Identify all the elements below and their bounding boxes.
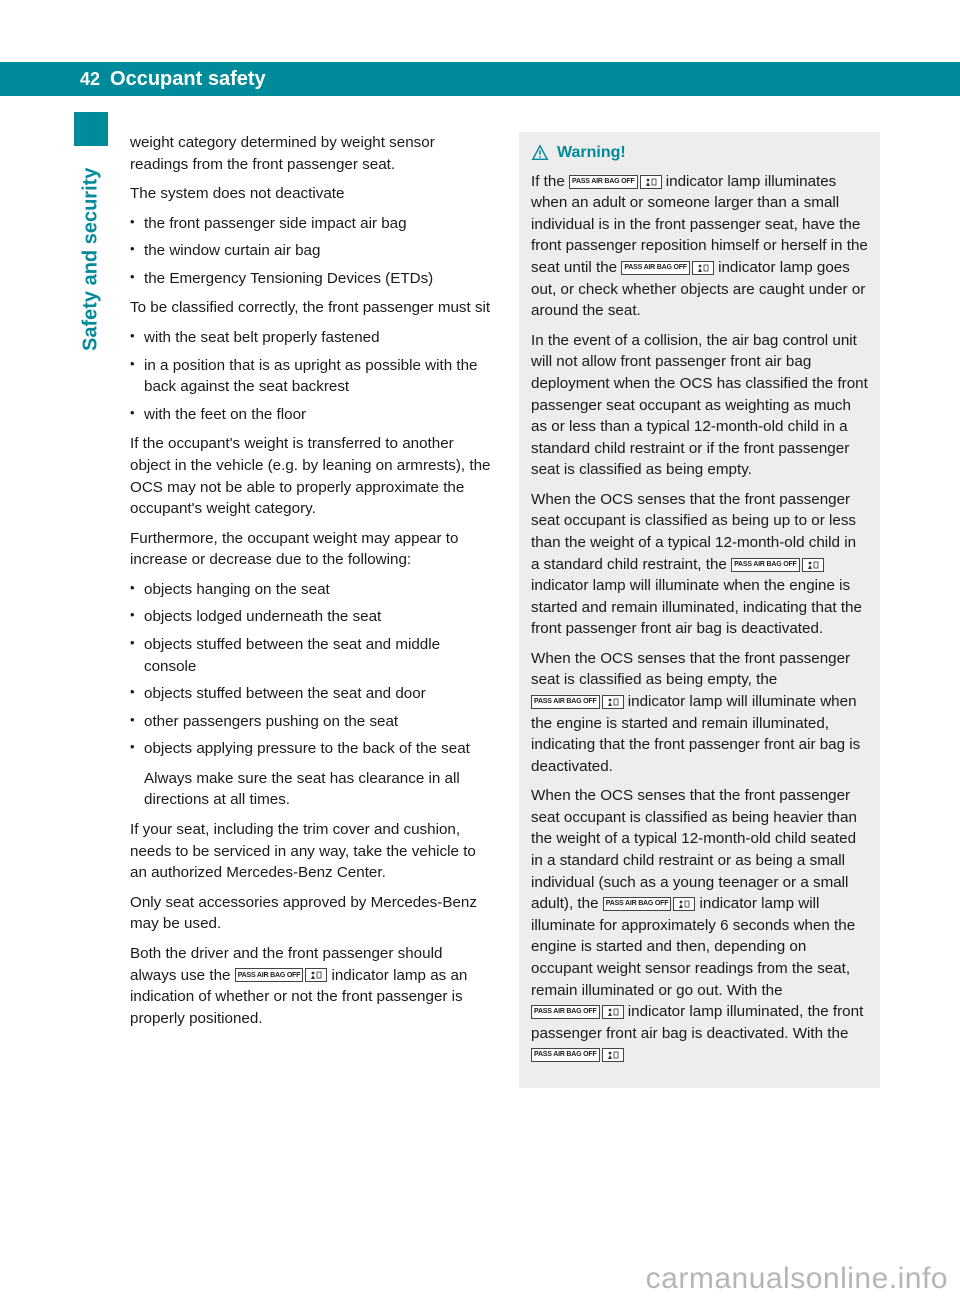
bullet-list: objects hanging on the seat objects lodg…: [130, 579, 491, 760]
pass-airbag-off-icon: PASS AIR BAG OFF: [531, 1048, 624, 1062]
list-item: in a position that is as upright as poss…: [130, 355, 491, 398]
pass-airbag-off-icon: PASS AIR BAG OFF: [569, 175, 662, 189]
body-text: If the occupant's weight is transferred …: [130, 433, 491, 519]
list-item: the front passenger side impact air bag: [130, 213, 491, 235]
main-content: weight category determined by weight sen…: [130, 132, 880, 1088]
body-text: Furthermore, the occupant weight may app…: [130, 528, 491, 571]
pass-airbag-off-icon: PASS AIR BAG OFF: [531, 695, 624, 709]
list-item: objects applying pressure to the back of…: [130, 738, 491, 760]
list-item: the window curtain air bag: [130, 240, 491, 262]
page-title: Occupant safety: [110, 68, 266, 91]
list-item: with the feet on the floor: [130, 404, 491, 426]
body-text: Only seat accessories approved by Merced…: [130, 892, 491, 935]
list-item: other passengers pushing on the seat: [130, 711, 491, 733]
warning-text: When the OCS senses that the front passe…: [531, 648, 868, 777]
body-text: Always make sure the seat has clearance …: [130, 768, 491, 811]
warning-label: Warning!: [557, 142, 626, 165]
seat-glyph-icon: [602, 1048, 624, 1062]
warning-text: If the PASS AIR BAG OFF indicator lamp i…: [531, 171, 868, 322]
seat-glyph-icon: [602, 1005, 624, 1019]
body-text: The system does not deactivate: [130, 183, 491, 205]
bullet-list: with the seat belt properly fastened in …: [130, 327, 491, 425]
list-item: the Emergency Tensioning Devices (ETDs): [130, 268, 491, 290]
left-column: weight category determined by weight sen…: [130, 132, 491, 1088]
list-item: objects stuffed between the seat and doo…: [130, 683, 491, 705]
right-column: Warning! If the PASS AIR BAG OFF indicat…: [519, 132, 880, 1088]
warning-text: In the event of a collision, the air bag…: [531, 330, 868, 481]
pass-airbag-off-icon: PASS AIR BAG OFF: [235, 968, 328, 982]
seat-glyph-icon: [640, 175, 662, 189]
side-marker: [74, 112, 108, 146]
warning-box: Warning! If the PASS AIR BAG OFF indicat…: [519, 132, 880, 1088]
list-item: objects lodged underneath the seat: [130, 606, 491, 628]
pass-airbag-off-icon: PASS AIR BAG OFF: [531, 1005, 624, 1019]
page-number: 42: [80, 69, 100, 90]
list-item: with the seat belt properly fastened: [130, 327, 491, 349]
warning-text: When the OCS senses that the front passe…: [531, 489, 868, 640]
body-text: If your seat, including the trim cover a…: [130, 819, 491, 884]
bullet-list: the front passenger side impact air bag …: [130, 213, 491, 290]
list-item: objects stuffed between the seat and mid…: [130, 634, 491, 677]
pass-airbag-off-icon: PASS AIR BAG OFF: [621, 261, 714, 275]
seat-glyph-icon: [673, 897, 695, 911]
body-text: To be classified correctly, the front pa…: [130, 297, 491, 319]
seat-glyph-icon: [692, 261, 714, 275]
page-header: 42 Occupant safety: [0, 62, 960, 96]
body-text: weight category determined by weight sen…: [130, 132, 491, 175]
list-item: objects hanging on the seat: [130, 579, 491, 601]
seat-glyph-icon: [602, 695, 624, 709]
seat-glyph-icon: [305, 968, 327, 982]
pass-airbag-off-icon: PASS AIR BAG OFF: [603, 897, 696, 911]
body-text: Both the driver and the front passenger …: [130, 943, 491, 1029]
side-tab-label: Safety and security: [74, 160, 108, 1302]
pass-airbag-off-icon: PASS AIR BAG OFF: [731, 558, 824, 572]
warning-header: Warning!: [531, 142, 868, 165]
watermark: carmanualsonline.info: [646, 1262, 948, 1296]
seat-glyph-icon: [802, 558, 824, 572]
warning-triangle-icon: [531, 144, 549, 162]
warning-text: When the OCS senses that the front passe…: [531, 785, 868, 1066]
